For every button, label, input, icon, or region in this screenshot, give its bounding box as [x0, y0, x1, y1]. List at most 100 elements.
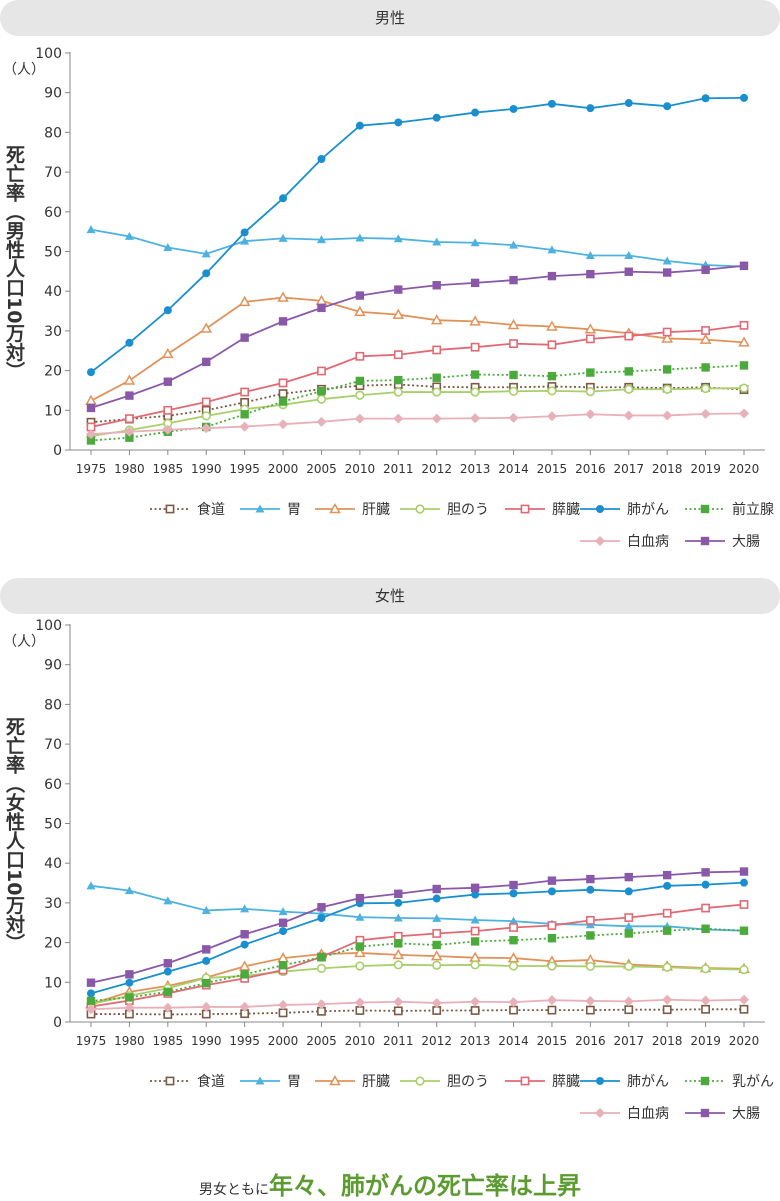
- data-point: [354, 997, 365, 1008]
- legend-marker: [329, 1074, 341, 1086]
- data-point: [202, 269, 211, 278]
- data-point: [392, 308, 405, 319]
- data-point: [355, 1006, 365, 1015]
- legend-item: 白血病: [580, 534, 669, 550]
- data-point: [240, 333, 249, 342]
- data-point: [316, 999, 327, 1010]
- data-point: [584, 323, 597, 334]
- data-point: [393, 996, 404, 1007]
- y-tick-label: 30: [44, 324, 62, 340]
- data-point: [277, 291, 289, 302]
- x-tick-label: 2010: [345, 1034, 376, 1048]
- data-point: [124, 1002, 135, 1013]
- legend-label: 肺がん: [627, 1074, 669, 1090]
- data-point: [123, 374, 136, 385]
- data-point: [430, 314, 443, 325]
- legend-marker: [595, 1108, 605, 1118]
- data-point: [393, 413, 404, 424]
- series-line: [90, 998, 745, 1011]
- data-point: [85, 394, 97, 406]
- data-point: [202, 978, 211, 988]
- data-point: [201, 397, 211, 407]
- data-point: [317, 953, 326, 962]
- data-point: [700, 995, 711, 1006]
- data-point: [662, 962, 672, 972]
- y-tick-label: 70: [44, 165, 62, 181]
- legend-marker: [700, 504, 710, 514]
- legend-item: 膵臓: [505, 502, 580, 518]
- y-tick-label: 40: [44, 284, 62, 300]
- data-point: [87, 989, 95, 998]
- data-point: [624, 250, 634, 259]
- data-point: [470, 937, 480, 946]
- legend-marker: [165, 1076, 175, 1086]
- x-tick-label: 1975: [76, 1034, 107, 1048]
- series-line: [90, 952, 745, 1005]
- x-tick-label: 2014: [498, 1034, 529, 1048]
- x-tick-label: 2012: [421, 1034, 452, 1048]
- data-point: [394, 285, 403, 294]
- data-point: [546, 411, 557, 422]
- data-point: [202, 357, 211, 367]
- legend-item: 胃: [240, 502, 301, 518]
- data-point: [624, 872, 633, 882]
- y-axis-title: 死亡率（男性人口10万対）: [3, 145, 26, 380]
- series-4: [86, 383, 749, 441]
- female-death-rate-chart: 0 10 20 30 40 50 60 70 80 90 100 1975 1980 1985 1990 19…: [3, 618, 774, 1122]
- data-point: [662, 1005, 672, 1015]
- data-point: [470, 413, 481, 424]
- legend-item: 前立腺: [685, 501, 774, 518]
- data-point: [700, 964, 711, 974]
- data-point: [124, 231, 134, 240]
- data-point: [125, 414, 134, 424]
- data-point: [739, 1004, 749, 1014]
- x-tick-label: 2011: [383, 1034, 414, 1048]
- y-tick-label: 80: [44, 697, 62, 713]
- series-line: [90, 324, 745, 428]
- x-tick-label: 2015: [537, 462, 568, 476]
- data-point: [355, 376, 365, 386]
- data-point: [585, 961, 595, 972]
- data-point: [394, 889, 403, 898]
- data-point: [125, 338, 134, 347]
- data-point: [278, 378, 288, 388]
- data-point: [585, 387, 595, 397]
- data-point: [739, 964, 749, 975]
- data-point: [662, 384, 672, 394]
- data-point: [86, 403, 96, 413]
- x-tick-label: 2020: [729, 1034, 760, 1048]
- data-point: [509, 880, 518, 890]
- data-point: [624, 921, 634, 930]
- legend-item: 食道: [150, 1073, 225, 1090]
- data-point: [432, 894, 441, 903]
- data-point: [470, 278, 480, 288]
- data-point: [392, 948, 405, 960]
- x-tick-label: 1980: [114, 1034, 145, 1048]
- y-tick-label: 90: [44, 658, 62, 674]
- data-point: [585, 250, 595, 259]
- y-tick-label: 70: [44, 737, 62, 753]
- y-tick-label: 100: [35, 618, 62, 634]
- data-point: [547, 99, 556, 108]
- data-point: [586, 368, 595, 377]
- data-point: [432, 373, 441, 382]
- data-point: [240, 410, 249, 419]
- data-point: [240, 236, 250, 245]
- data-point: [201, 423, 212, 434]
- data-point: [701, 1004, 710, 1014]
- data-point: [278, 907, 288, 916]
- legend-label: 胃: [287, 502, 301, 518]
- data-point: [238, 295, 251, 307]
- footer-prefix: 男女ともに: [199, 1182, 269, 1198]
- data-point: [432, 237, 442, 246]
- series-line: [90, 963, 745, 1006]
- data-point: [355, 390, 365, 400]
- legend-item: 大腸: [685, 1106, 760, 1122]
- data-point: [585, 334, 595, 344]
- series-8: [86, 408, 749, 440]
- data-point: [393, 960, 403, 970]
- y-tick-label: 10: [44, 403, 62, 419]
- data-point: [355, 121, 364, 130]
- data-point: [200, 322, 213, 333]
- female-panel-title: 女性: [0, 578, 780, 614]
